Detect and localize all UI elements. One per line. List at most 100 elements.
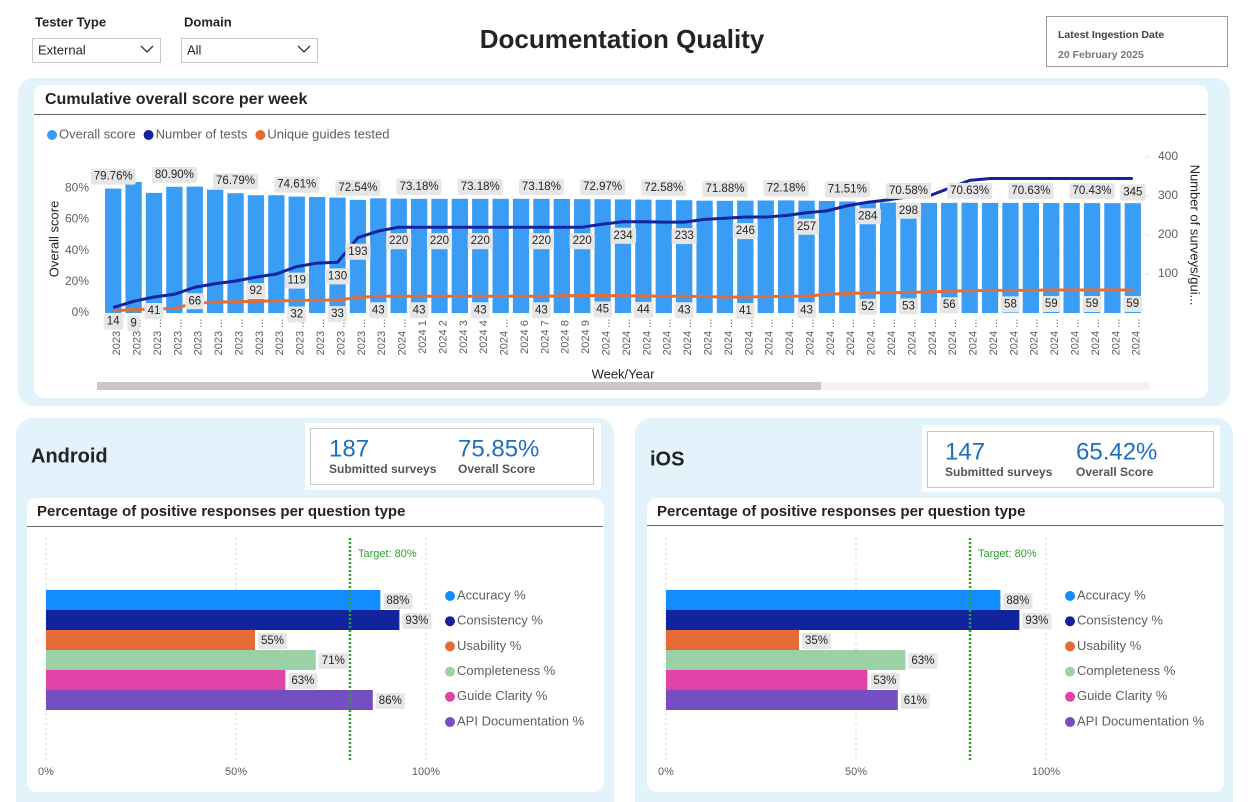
bar — [666, 590, 1001, 610]
label-bg — [735, 303, 755, 320]
bar — [46, 630, 255, 650]
x-tick-label: 0% — [658, 766, 674, 778]
legend-swatch — [445, 691, 455, 702]
label-bg — [396, 178, 442, 195]
data-label: 88% — [1006, 595, 1029, 607]
label-bg — [258, 633, 288, 650]
label-bg — [213, 173, 259, 190]
data-label: 88% — [386, 595, 409, 607]
x-tick-label: 50% — [845, 766, 867, 778]
label-bg — [674, 302, 694, 319]
x-tick-label: 2024 ... — [601, 319, 613, 356]
label-bg — [1022, 613, 1052, 630]
bar — [46, 690, 373, 710]
label-bg — [368, 302, 388, 319]
label-bg — [284, 272, 309, 289]
bar — [1124, 203, 1141, 313]
x-tick-label: 2024 ... — [1008, 319, 1020, 356]
legend-swatch — [1065, 666, 1075, 677]
bar — [666, 670, 868, 690]
dropdown-box[interactable] — [181, 38, 318, 63]
legend-swatch — [445, 641, 455, 652]
legend-swatch — [445, 717, 455, 727]
kpi-label: Submitted surveys — [945, 465, 1053, 479]
label-bg — [797, 302, 816, 319]
label-bg — [335, 179, 381, 196]
legend-swatch — [445, 616, 455, 627]
bar — [145, 192, 163, 313]
data-label: 93% — [1025, 615, 1048, 627]
bar — [666, 650, 906, 670]
x-tick-label: 2024 ... — [662, 319, 674, 356]
data-label: 43 — [413, 304, 426, 316]
label-bg — [947, 182, 993, 199]
x-tick-label: 2023 ... — [274, 319, 286, 356]
legend-label: Completeness % — [1077, 663, 1176, 678]
data-label: 14 — [107, 316, 120, 328]
x-tick-label: 2024 9 — [580, 320, 592, 354]
data-label: 130 — [328, 270, 347, 282]
x-tick-label: 2024 ... — [702, 319, 714, 356]
x-tick-label: 0% — [38, 766, 54, 778]
x-tick-label: 2024 4 — [478, 320, 490, 354]
ingestion-date: 20 February 2025 — [1058, 49, 1144, 61]
data-label: 72.54% — [338, 182, 377, 194]
bar — [370, 198, 387, 313]
bar — [859, 202, 876, 313]
label-bg — [318, 653, 348, 670]
data-label: 56 — [943, 299, 956, 311]
bar — [1043, 203, 1060, 313]
dropdown[interactable]: External — [32, 38, 161, 63]
legend-label: Consistency % — [1077, 613, 1163, 628]
data-label: 220 — [573, 235, 592, 247]
data-label: 220 — [471, 235, 490, 247]
x-tick-label: 2024 ... — [988, 319, 1000, 356]
dropdown-box[interactable] — [32, 38, 161, 63]
label-bg — [383, 593, 413, 610]
label-bg — [908, 653, 938, 670]
chevron[interactable] — [297, 45, 311, 53]
data-label: 220 — [389, 235, 408, 247]
label-bg — [345, 243, 371, 260]
x-tick-label: 2024 ... — [804, 319, 816, 356]
label-bg — [528, 233, 555, 250]
scrollbar-thumb[interactable] — [97, 382, 821, 390]
chevron[interactable] — [140, 45, 154, 53]
bar — [288, 196, 305, 313]
data-label: 33 — [331, 308, 344, 320]
dropdown[interactable]: All — [181, 38, 318, 63]
x-tick-label: 2024 ... — [1110, 319, 1122, 356]
label-bg — [1008, 182, 1054, 199]
legend-label: Number of tests — [156, 126, 248, 141]
legend-label: Usability % — [1077, 638, 1142, 653]
label-bg — [90, 168, 136, 185]
label-bg — [457, 178, 503, 195]
x-tick-label: 2024 7 — [539, 320, 551, 354]
kpi-label: Overall Score — [1076, 465, 1154, 479]
bar — [941, 202, 958, 313]
label-bg — [1069, 183, 1115, 200]
bar — [879, 202, 897, 313]
dropdown-value[interactable]: All — [187, 42, 202, 57]
card — [647, 498, 1224, 792]
bar — [46, 610, 400, 630]
bar — [900, 202, 917, 313]
data-label: 70.58% — [889, 185, 928, 197]
data-label: 284 — [858, 210, 878, 222]
data-label: 59 — [1045, 298, 1058, 310]
dropdown-value[interactable]: External — [38, 42, 86, 57]
data-label: 92 — [250, 285, 263, 297]
bar — [666, 610, 1020, 630]
kpi-value: 75.85% — [458, 435, 539, 462]
label-bg — [1123, 296, 1143, 313]
data-label: 73.18% — [522, 181, 561, 193]
bar — [777, 200, 795, 313]
panel-title: Android — [31, 445, 108, 467]
label-bg — [470, 302, 490, 319]
legend-label: Guide Clarity % — [1077, 688, 1168, 703]
label-bg — [151, 166, 197, 183]
bar — [666, 690, 898, 710]
label-bg — [328, 306, 347, 323]
x-tick-label: 2024 ... — [784, 319, 796, 356]
chart-title: Percentage of positive responses per que… — [37, 503, 405, 520]
